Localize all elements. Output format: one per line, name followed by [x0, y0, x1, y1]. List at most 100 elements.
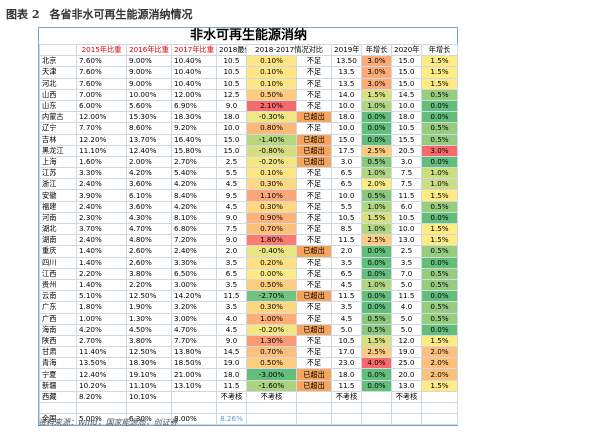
cell: 18.0 [331, 111, 362, 124]
data-row: 河北 7.60% 9.00% 10.40% 10.5 0.10% 不足 13.5 3.0% 15.… [39, 77, 459, 90]
cell: 13.5 [331, 77, 362, 90]
cell: 不考核 [246, 390, 297, 404]
column-header: 2015年比重 [76, 43, 127, 57]
cell [296, 390, 332, 404]
cell: 不考核 [331, 390, 362, 404]
cell: 7.5 [391, 178, 422, 191]
cell: 2.60% [126, 256, 172, 269]
data-row: 黑龙江 11.10% 12.40% 15.80% 15.0 -0.80% 已超出 17.5 2.… [39, 144, 459, 157]
cell: 0.0% [361, 267, 392, 280]
cell: -3.00% [246, 368, 297, 381]
cell: 辽宁 [39, 122, 77, 135]
cell [296, 401, 332, 415]
cell: 7.60% [76, 55, 127, 68]
cell: 5.10% [76, 290, 127, 303]
cell: 7.60% [76, 77, 127, 90]
cell: 7.5 [391, 167, 422, 180]
cell: 18.30% [171, 111, 217, 124]
cell: 20.0 [391, 368, 422, 381]
data-row: 北京 7.60% 9.00% 10.40% 10.5 0.10% 不足 13.50 3.0% 15… [39, 55, 459, 68]
cell: 5.0 [391, 312, 422, 325]
cell: 0.80% [246, 122, 297, 135]
cell: 15.30% [126, 111, 172, 124]
cell [171, 390, 217, 404]
column-header: 2016年比重 [126, 43, 172, 57]
cell: 1.0% [420, 178, 459, 191]
cell: 不足 [296, 167, 332, 180]
cell: 3.30% [171, 256, 217, 269]
cell: 10.5 [331, 211, 362, 225]
cell: 10.20% [76, 379, 127, 392]
cell: 2.0% [420, 346, 459, 359]
cell: 1.5% [420, 66, 459, 79]
cell: 5.60% [126, 99, 172, 113]
cell: 1.5% [420, 55, 459, 68]
cell: 19.0 [391, 346, 422, 359]
cell: 0.0% [420, 290, 459, 303]
cell: 8.10% [171, 211, 217, 225]
cell: 4.0% [361, 357, 392, 370]
cell [171, 401, 217, 415]
cell: 7.0 [391, 267, 422, 280]
cell: 0.0% [361, 290, 392, 303]
cell: 山西 [39, 88, 77, 101]
cell: 3.5 [331, 256, 362, 269]
cell: 不足 [296, 55, 332, 68]
cell: 1.5% [361, 334, 392, 348]
cell [246, 413, 297, 426]
cell: 1.10% [246, 189, 297, 202]
figure-title: 各省非水可再生能源消纳情况 [49, 8, 193, 21]
data-row: 四川 1.40% 2.60% 3.30% 3.5 0.20% 不足 3.5 0.0% 3.5 0.0… [39, 256, 459, 269]
cell: 3.0% [361, 66, 392, 79]
cell: 1.60% [76, 155, 127, 169]
cell: 4.0 [216, 312, 247, 325]
cell: 0.30% [246, 200, 297, 213]
cell: 11.5 [216, 290, 247, 303]
cell: 6.10% [126, 189, 172, 202]
cell: 4.20% [171, 178, 217, 191]
cell: 2.0 [216, 245, 247, 258]
cell: 12.00% [171, 88, 217, 101]
cell: 3.80% [126, 334, 172, 348]
cell: 1.5% [361, 211, 392, 225]
cell: 10.0 [391, 99, 422, 113]
cell: 1.40% [76, 278, 127, 292]
cell: 2.0% [420, 357, 459, 370]
cell: 10.00% [126, 88, 172, 101]
cell: 4.20% [126, 167, 172, 180]
data-row: 山东 6.00% 5.60% 6.90% 9.0 2.10% 不足 10.0 1.0% 10.0 0… [39, 99, 459, 113]
cell: 5.0 [391, 323, 422, 336]
cell: -0.80% [246, 144, 297, 157]
cell [126, 401, 172, 415]
cell: 上海 [39, 155, 77, 169]
cell: 1.5% [361, 88, 392, 101]
data-row: 福建 2.40% 3.60% 4.20% 4.5 0.30% 不足 5.5 1.0% 6.0 0.5… [39, 200, 459, 213]
total-row: 全国 5.00% 6.30% 8.00% 8.26% [39, 413, 459, 426]
cell: 11.5 [331, 379, 362, 392]
cell: 不足 [296, 211, 332, 225]
cell: 不足 [296, 312, 332, 325]
cell: 10.5 [216, 77, 247, 90]
cell: 15.0 [216, 144, 247, 157]
cell: 0.70% [246, 346, 297, 359]
data-row: 江西 2.20% 3.80% 6.50% 6.5 0.00% 不足 6.5 0.0% 7.0 0.5… [39, 267, 459, 280]
cell: 山东 [39, 99, 77, 113]
cell: 3.00% [171, 278, 217, 292]
cell: 1.5% [420, 334, 459, 348]
data-row: 宁夏 12.40% 19.10% 21.00% 18.0 -3.00% 已超出 18.0 0.0… [39, 368, 459, 381]
cell: 4.5 [331, 312, 362, 325]
cell: 0.0% [420, 99, 459, 113]
cell: 3.30% [76, 167, 127, 180]
cell: 1.00% [76, 312, 127, 325]
source-note: 资料来源：wind，国家能源局，创证券 [38, 418, 178, 427]
column-header [39, 43, 77, 57]
cell: 13.50% [76, 357, 127, 370]
cell: 不考核 [216, 390, 247, 404]
column-header: 年增长 [420, 43, 459, 57]
cell: 11.10% [126, 379, 172, 392]
cell: 2.40% [76, 178, 127, 191]
cell: 12.5 [216, 88, 247, 101]
cell: 4.5 [216, 323, 247, 336]
cell: 0.5% [361, 312, 392, 325]
cell: 全国 [39, 413, 77, 426]
